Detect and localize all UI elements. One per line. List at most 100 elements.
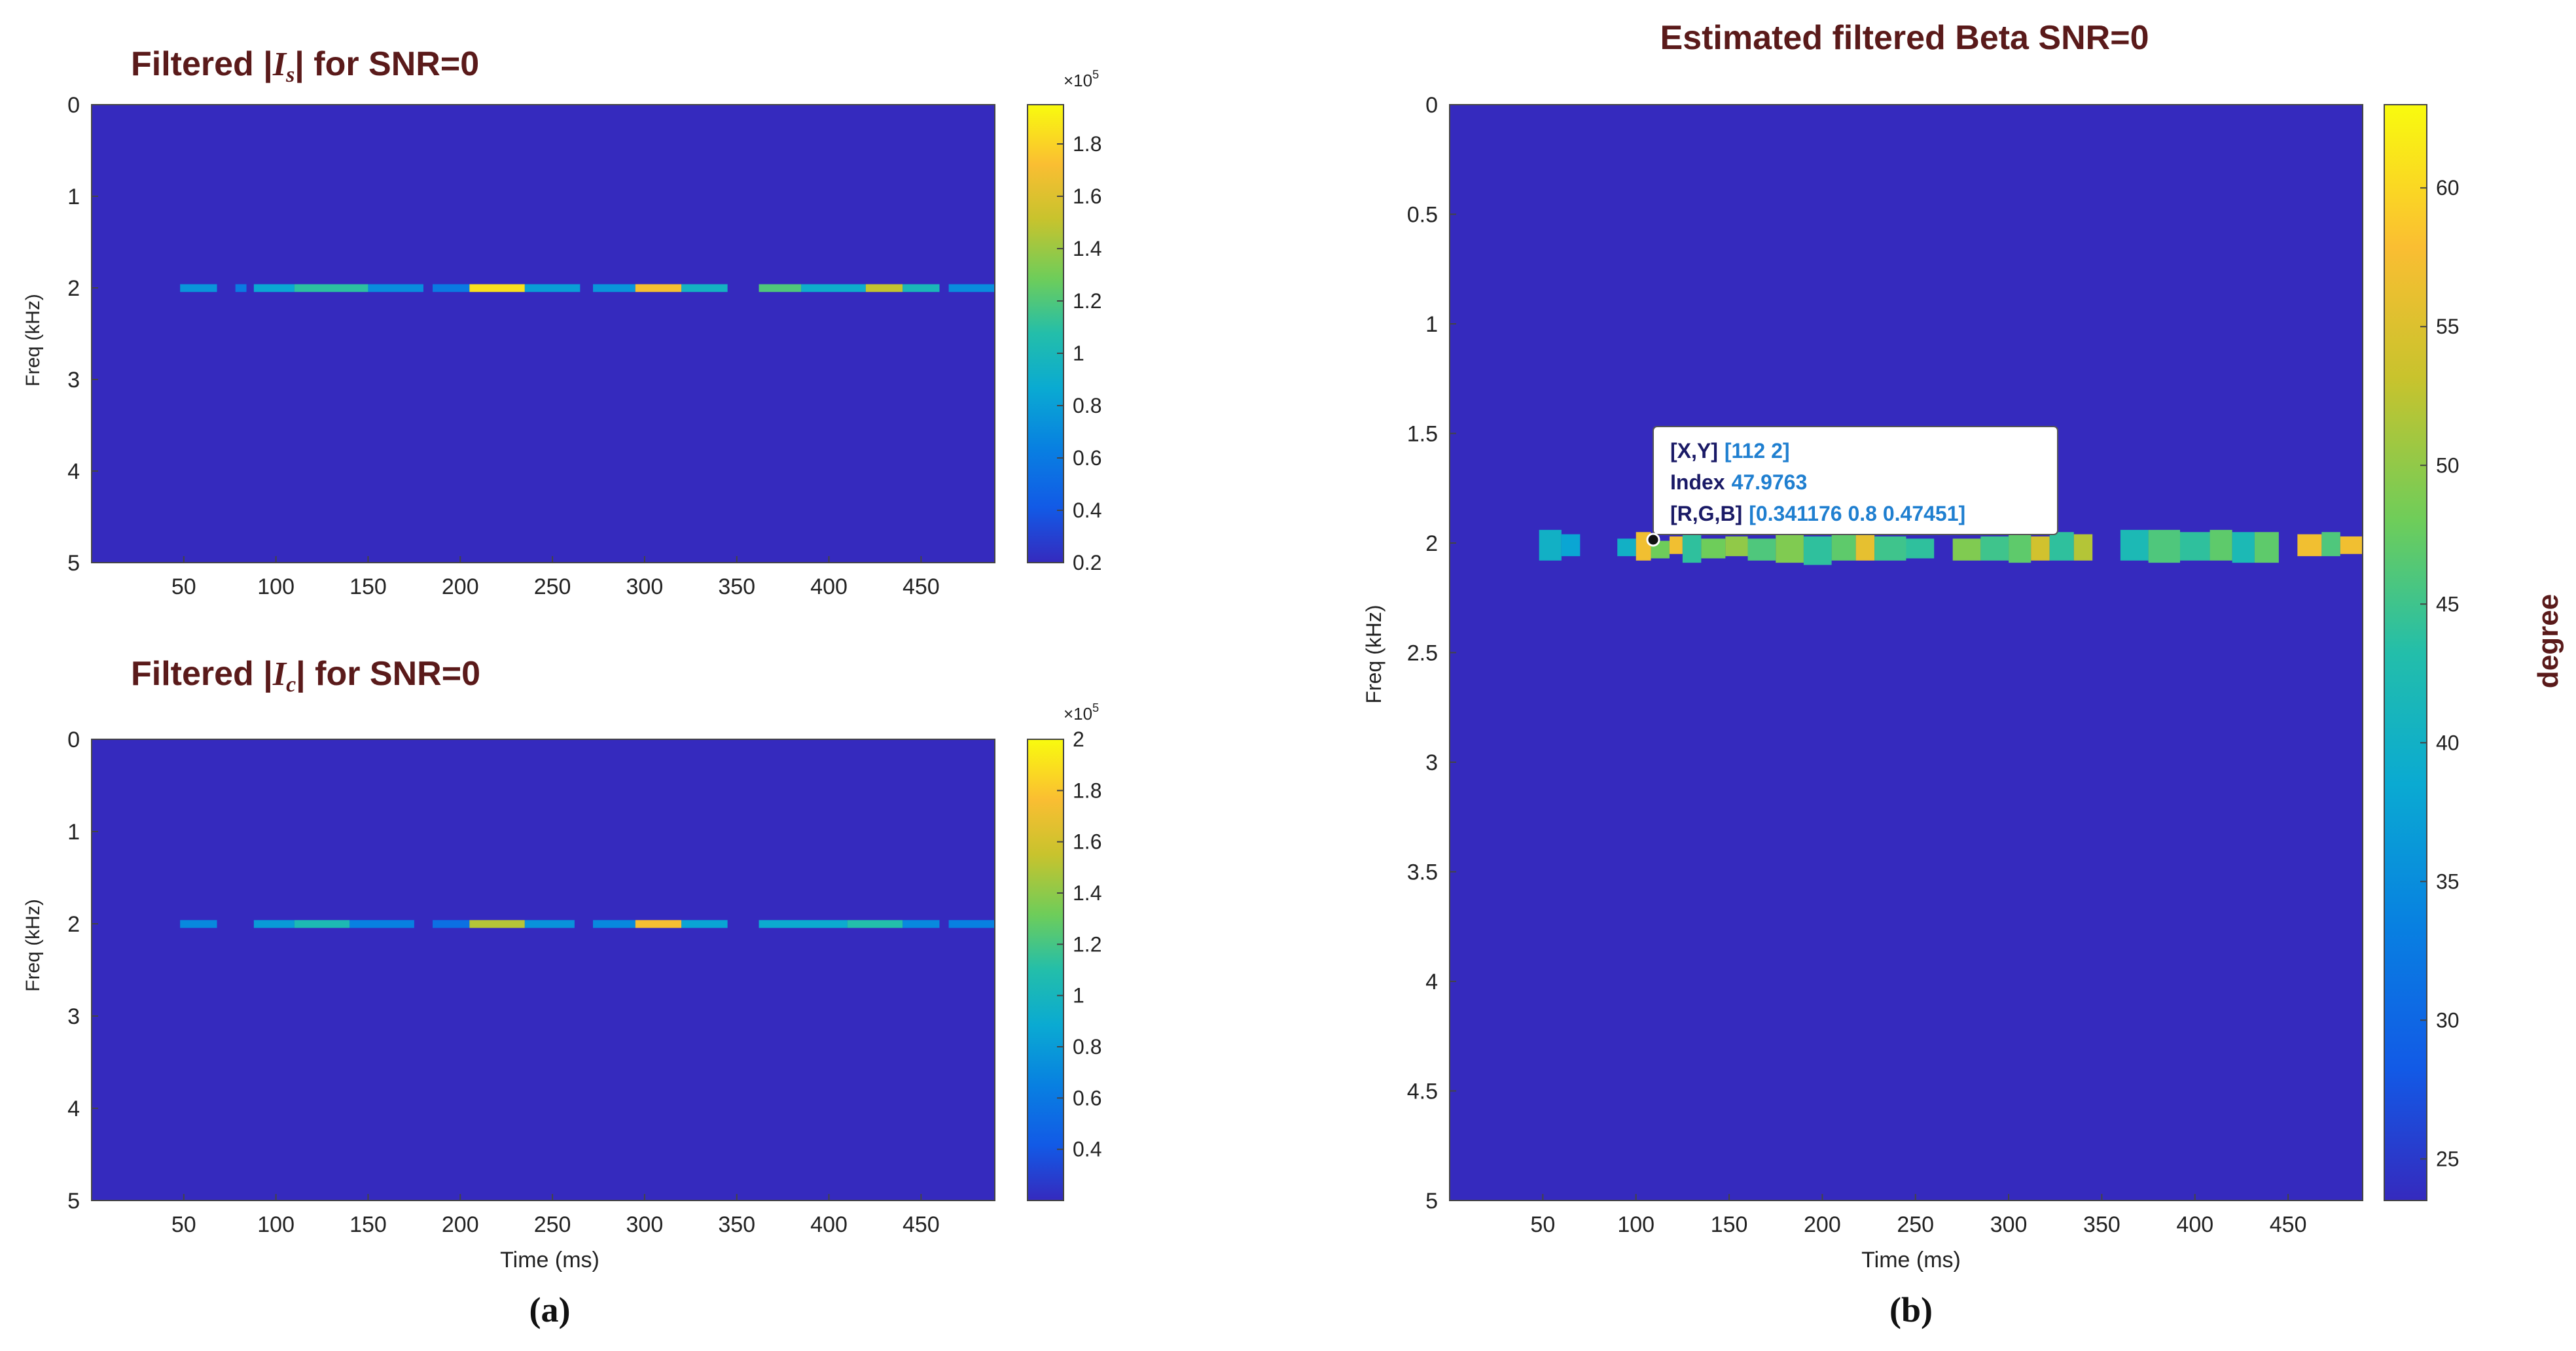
heatmap-cell — [2031, 536, 2050, 561]
y-tick-label: 2 — [67, 276, 80, 301]
y-tick-label: 5 — [67, 551, 80, 576]
heatmap-cell — [180, 920, 217, 928]
x-tick-label: 50 — [171, 1212, 196, 1237]
heatmap-cell — [235, 284, 247, 292]
datatip-line-3: [R,G,B] [0.341176 0.8 0.47451] — [1670, 502, 1965, 525]
x-tick-label: 200 — [442, 574, 479, 599]
heatmap-cell — [1874, 536, 1906, 561]
heatmap-cell — [1682, 534, 1702, 563]
x-tick-label: 150 — [1711, 1212, 1748, 1237]
heatmap-cell — [759, 920, 848, 928]
datatip-marker[interactable] — [1646, 533, 1660, 547]
heatmap-cell — [2321, 532, 2340, 557]
colorbar-ic — [1027, 739, 1064, 1201]
y-tick-label: 5 — [67, 1189, 80, 1214]
heatmap-cell — [2049, 532, 2074, 561]
colorbar-tick-label: 1.6 — [1073, 184, 1101, 208]
plot-area-ic — [91, 739, 995, 1201]
panel-ic-title: Filtered |Ic| for SNR=0 — [131, 655, 480, 697]
heatmap-cell — [948, 284, 995, 292]
heatmap-cell — [2209, 529, 2232, 561]
heatmap-cell — [1980, 536, 2009, 561]
x-tick-label: 250 — [534, 574, 571, 599]
heatmap-cell — [1701, 538, 1726, 559]
colorbar-beta-label: degree — [2532, 594, 2564, 688]
x-tick-label: 450 — [903, 574, 940, 599]
heatmap-cell — [1617, 538, 1636, 557]
y-tick-label: 3 — [67, 1004, 80, 1029]
x-tick-label: 350 — [718, 574, 755, 599]
heatmap-cell — [433, 920, 470, 928]
x-tick-label: 300 — [626, 574, 664, 599]
heatmap-cell — [294, 920, 350, 928]
colorbar-tick-label: 40 — [2436, 731, 2460, 754]
y-ticks-is: 0 1 2 3 4 5 — [67, 93, 98, 576]
heatmap-cell — [469, 920, 525, 928]
y-tick-label: 2 — [1425, 531, 1438, 556]
heatmap-cell — [2297, 534, 2322, 557]
panel-beta: Estimated filtered Beta SNR=0 50 100 150 20… — [1362, 19, 2564, 1272]
x-tick-label: 100 — [1617, 1212, 1655, 1237]
y-tick-label: 2.5 — [1407, 641, 1438, 666]
heatmap-cell — [2148, 529, 2180, 563]
heatmap-cell — [368, 284, 423, 292]
datatip[interactable]: [X,Y] [112 2] Index 47.9763 [R,G,B] [0.3411… — [1646, 426, 2058, 547]
heatmap-cell — [294, 284, 368, 292]
heatmap-cell — [681, 284, 728, 292]
caption-b: (b) — [1889, 1290, 1933, 1329]
x-tick-label: 350 — [718, 1212, 755, 1237]
y-tick-label: 1 — [67, 184, 80, 209]
y-tick-label: 0 — [67, 728, 80, 752]
heatmap-cell — [903, 284, 940, 292]
heatmap-cell — [903, 920, 940, 928]
panel-is-ylabel: Freq (kHz) — [22, 294, 44, 387]
heatmap-cell — [948, 920, 995, 928]
heatmap-cell — [524, 920, 575, 928]
x-tick-label: 50 — [1530, 1212, 1555, 1237]
heatmap-cell — [1539, 529, 1562, 561]
x-tick-label: 350 — [2083, 1212, 2120, 1237]
colorbar-tick-label: 55 — [2436, 315, 2460, 338]
heatmap-cell — [1669, 536, 1683, 554]
heatmap-cell — [1831, 534, 1856, 561]
x-tick-label: 400 — [2176, 1212, 2213, 1237]
panel-ic-ylabel: Freq (kHz) — [22, 899, 44, 992]
y-tick-label: 1 — [67, 820, 80, 845]
x-tick-label: 400 — [810, 1212, 848, 1237]
heatmap-cell — [593, 284, 635, 292]
colorbar-tick-label: 0.4 — [1073, 1138, 1101, 1161]
colorbar-tick-label: 1.8 — [1073, 779, 1101, 802]
panel-ic-xlabel: Time (ms) — [500, 1248, 599, 1272]
heatmap-cell — [593, 920, 635, 928]
heatmap-cell — [1803, 536, 1832, 565]
heatmap-cell — [1906, 538, 1935, 559]
x-tick-label: 200 — [442, 1212, 479, 1237]
x-tick-label: 50 — [171, 574, 196, 599]
heatmap-cell — [2232, 532, 2255, 563]
panel-is: Filtered |Is| for SNR=0 50 100 150 200 250 30… — [22, 45, 1101, 599]
heatmap-cell — [2254, 532, 2279, 563]
x-tick-label: 200 — [1804, 1212, 1841, 1237]
x-tick-label: 400 — [810, 574, 848, 599]
heatmap-cell — [865, 284, 903, 292]
heatmap-cell — [2009, 534, 2031, 563]
colorbar-tick-label: 2 — [1073, 728, 1084, 751]
heatmap-cell — [1725, 536, 1748, 557]
x-tick-label: 250 — [1897, 1212, 1934, 1237]
plot-area-is — [91, 104, 995, 563]
colorbar-tick-label: 1 — [1073, 984, 1084, 1008]
y-tick-label: 4.5 — [1407, 1079, 1438, 1104]
colorbar-tick-label: 1 — [1073, 342, 1084, 365]
colorbar-is-exponent: ×105 — [1064, 68, 1099, 90]
heatmap-background — [92, 739, 995, 1201]
heatmap-cell — [1747, 538, 1776, 561]
x-tick-label: 150 — [349, 1212, 387, 1237]
panel-beta-xlabel: Time (ms) — [1861, 1248, 1961, 1272]
x-ticks-beta: 50 100 150 200 250 300 350 400 450 — [1530, 1194, 2306, 1237]
colorbar-tick-label: 1.6 — [1073, 830, 1101, 854]
x-tick-label: 100 — [257, 1212, 295, 1237]
colorbar-tick-label: 1.2 — [1073, 289, 1101, 313]
y-tick-label: 0 — [1425, 93, 1438, 118]
panel-ic: Filtered |Ic| for SNR=0 50 100 150 200 250 30… — [22, 655, 1101, 1272]
